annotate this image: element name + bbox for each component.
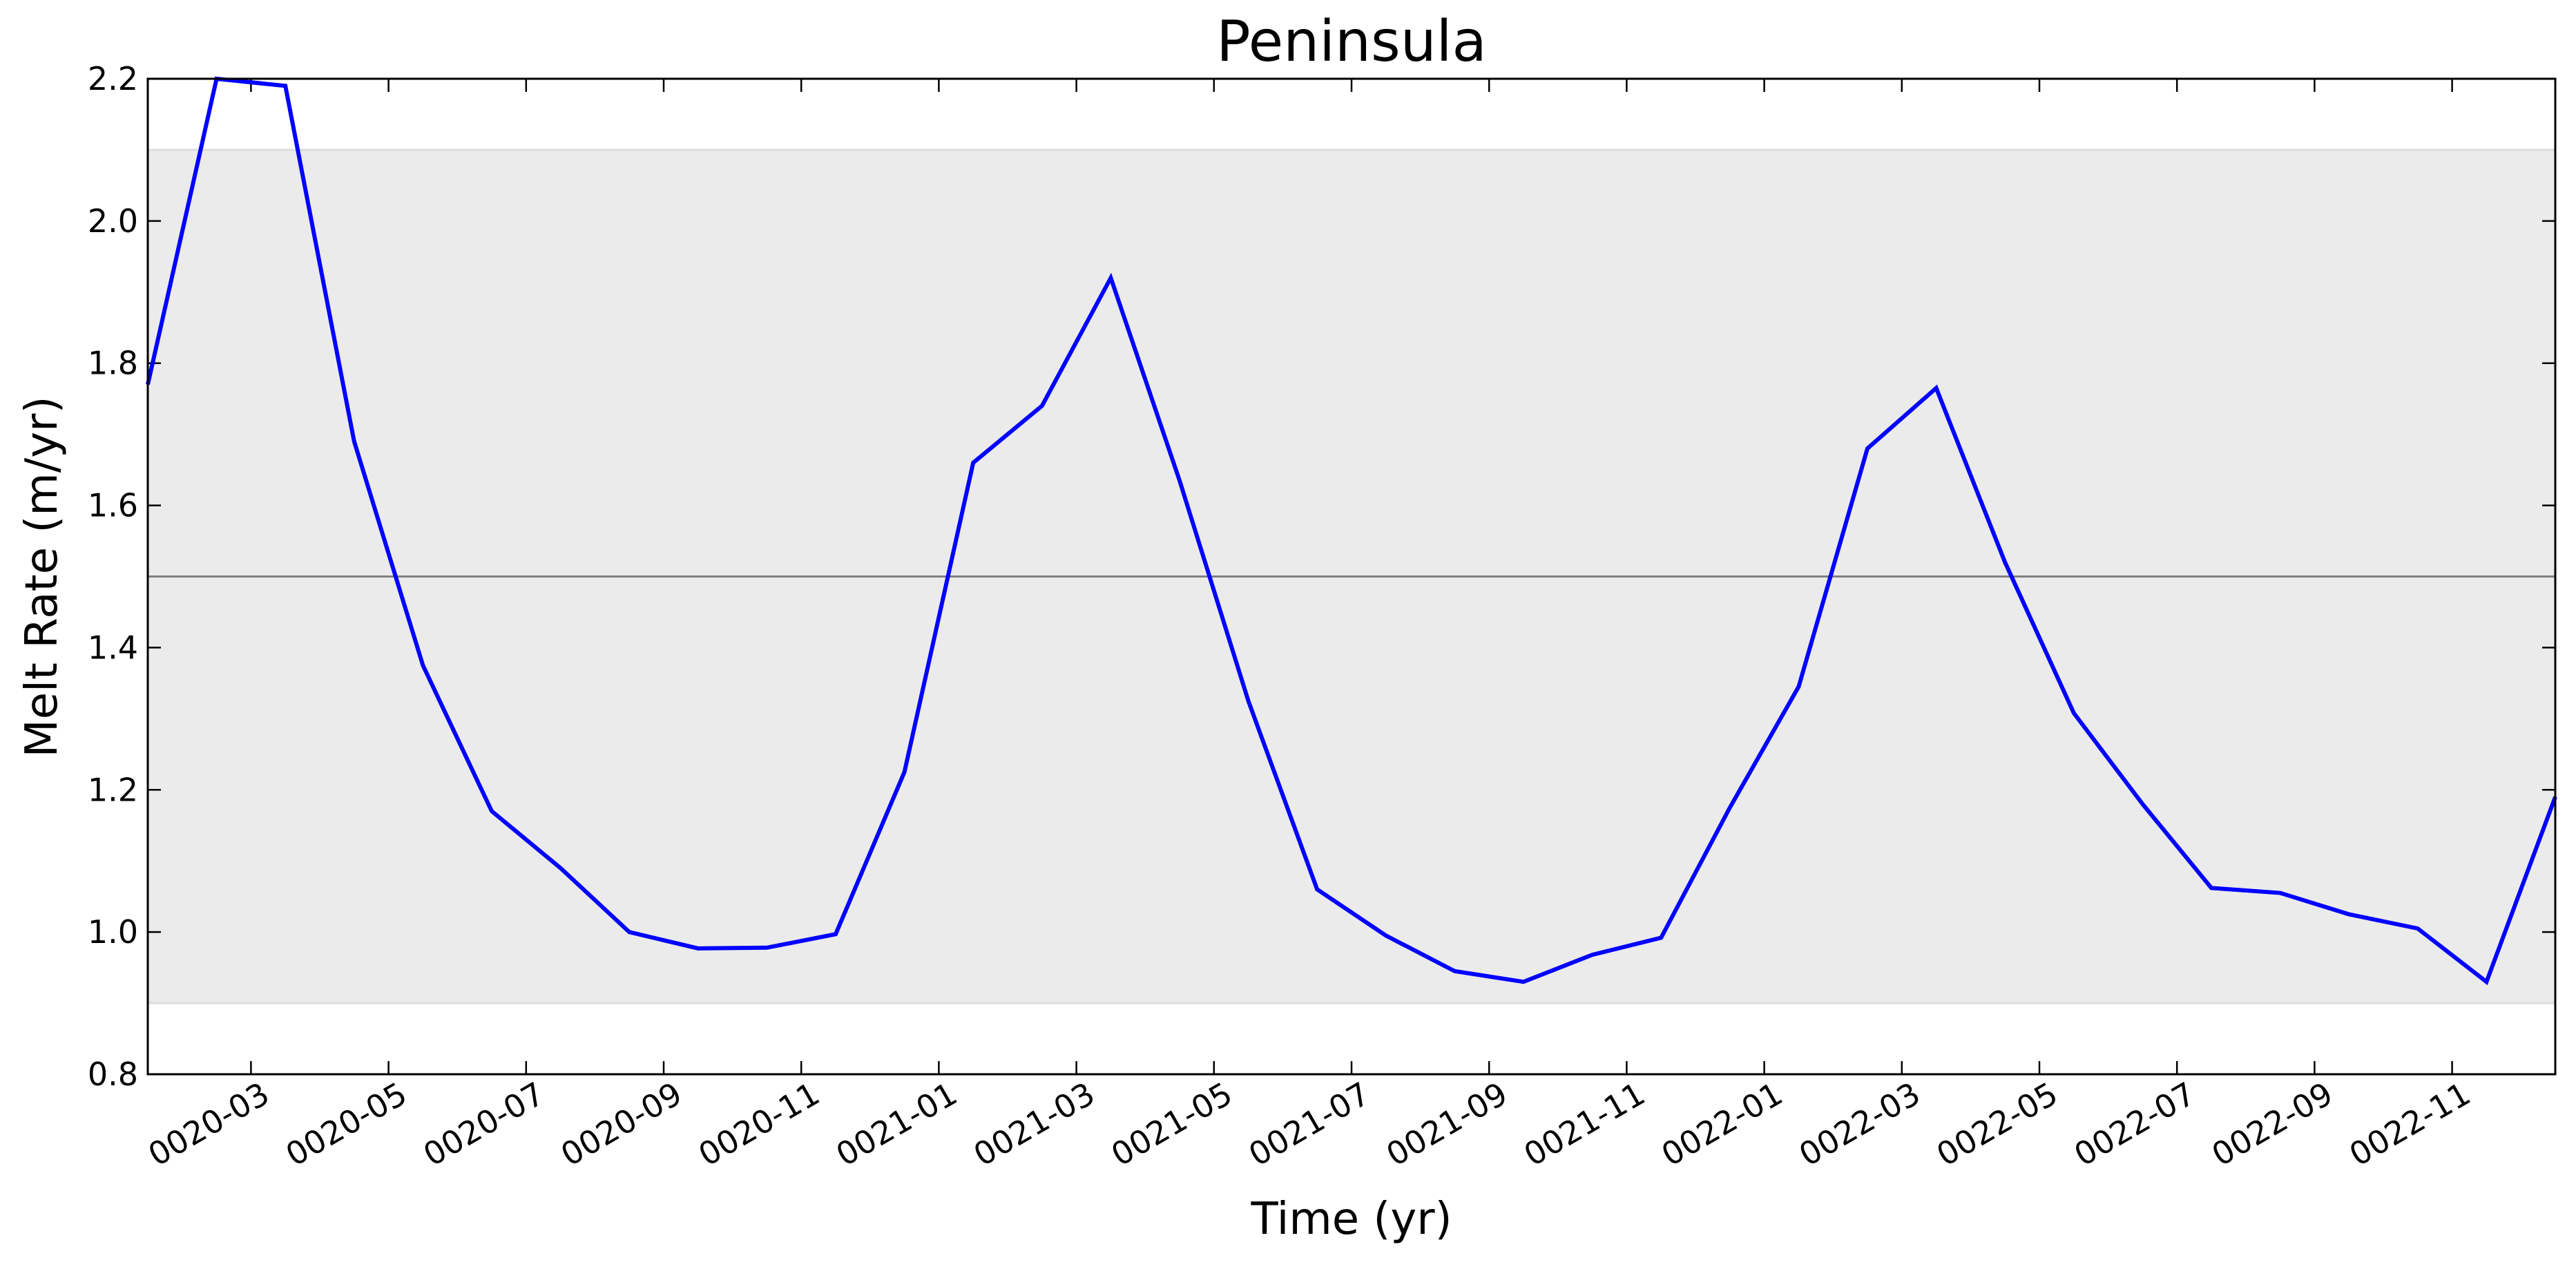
x-tick-label: 0022-03 bbox=[1793, 1075, 1926, 1174]
x-tick-label: 0021-01 bbox=[829, 1075, 963, 1174]
x-axis-label: Time (yr) bbox=[1250, 1194, 1452, 1245]
x-tick-label: 0020-05 bbox=[280, 1075, 413, 1174]
x-tick-label: 0022-09 bbox=[2205, 1075, 2338, 1174]
x-tick-label: 0020-07 bbox=[417, 1075, 550, 1174]
chart-title: Peninsula bbox=[1216, 9, 1486, 75]
y-tick-label: 1.4 bbox=[88, 629, 138, 666]
x-tick-label: 0021-07 bbox=[1242, 1075, 1376, 1174]
x-tick-label: 0021-11 bbox=[1517, 1075, 1651, 1174]
y-tick-label: 1.2 bbox=[88, 771, 138, 808]
y-tick-label: 2.2 bbox=[88, 60, 138, 97]
plot-frame bbox=[146, 77, 2557, 1076]
x-tick-label: 0022-05 bbox=[1930, 1075, 2064, 1174]
y-tick-label: 1.8 bbox=[88, 345, 138, 382]
x-tick-label: 0021-03 bbox=[968, 1075, 1101, 1174]
x-tick-label: 0021-09 bbox=[1380, 1075, 1513, 1174]
y-tick-label: 1.6 bbox=[88, 487, 138, 524]
x-tick-label: 0022-07 bbox=[2068, 1075, 2201, 1174]
y-tick-label: 2.0 bbox=[88, 202, 138, 240]
x-tick-label: 0020-09 bbox=[555, 1075, 688, 1174]
y-tick-label: 1.0 bbox=[88, 913, 138, 951]
data-line bbox=[146, 76, 2557, 986]
y-axis-label: Melt Rate (m/yr) bbox=[17, 397, 68, 758]
x-tick-label: 0020-11 bbox=[692, 1075, 825, 1174]
x-tick-label: 0021-05 bbox=[1105, 1075, 1238, 1174]
y-tick-label: 0.8 bbox=[88, 1056, 138, 1093]
x-tick-label: 0020-03 bbox=[142, 1075, 275, 1174]
x-tick-label: 0022-01 bbox=[1655, 1075, 1789, 1174]
x-tick-label: 0022-11 bbox=[2343, 1075, 2477, 1174]
